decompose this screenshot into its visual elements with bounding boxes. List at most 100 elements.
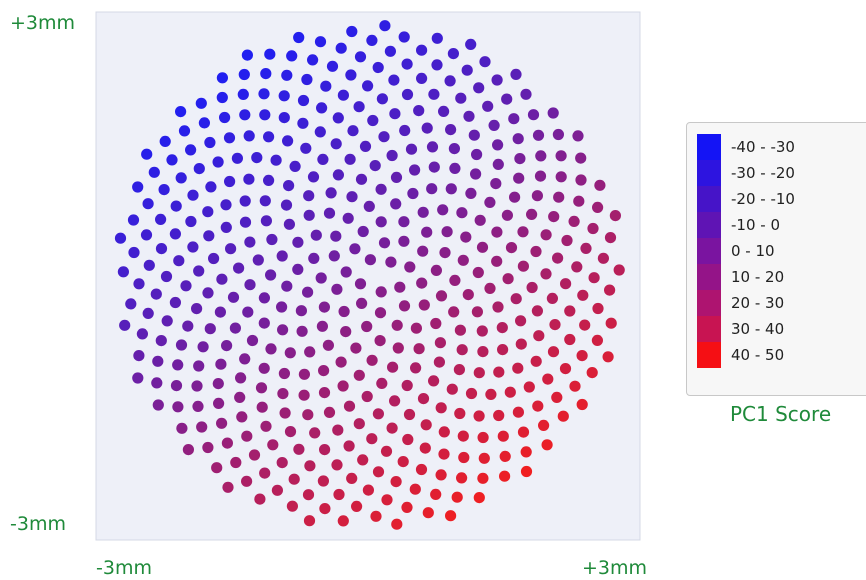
- data-point: [435, 402, 447, 414]
- data-point: [410, 322, 422, 334]
- data-point: [260, 215, 272, 227]
- data-point: [223, 132, 236, 144]
- data-point: [426, 141, 439, 153]
- data-point: [561, 234, 573, 247]
- data-point: [488, 119, 500, 131]
- data-point: [579, 319, 591, 331]
- data-point: [512, 362, 524, 374]
- data-point: [332, 169, 344, 181]
- data-point: [456, 344, 468, 356]
- data-point: [549, 319, 561, 331]
- legend-entry: 40 - 50: [697, 342, 866, 368]
- data-point: [332, 112, 344, 124]
- data-point: [282, 135, 294, 147]
- data-point: [263, 174, 275, 186]
- data-point: [241, 430, 253, 442]
- data-point: [213, 397, 225, 409]
- data-point: [366, 34, 378, 47]
- data-point: [499, 470, 511, 482]
- data-point: [277, 388, 289, 400]
- data-point: [317, 475, 329, 487]
- data-point: [258, 88, 270, 100]
- data-point: [276, 301, 288, 313]
- data-point: [468, 129, 480, 141]
- data-point: [439, 247, 451, 259]
- data-point: [573, 195, 585, 207]
- data-point: [204, 136, 216, 149]
- data-point: [569, 380, 581, 392]
- data-point: [530, 245, 542, 258]
- data-point: [304, 346, 316, 358]
- data-point: [416, 44, 428, 56]
- legend-label: 0 - 10: [731, 242, 775, 260]
- data-point: [491, 74, 503, 86]
- data-point: [332, 424, 344, 436]
- data-point: [592, 302, 604, 315]
- data-point: [413, 105, 425, 117]
- data-point: [445, 183, 457, 195]
- data-point: [340, 326, 352, 338]
- data-point: [353, 369, 365, 381]
- legend-swatch: [697, 160, 721, 186]
- data-point: [344, 153, 356, 165]
- data-point: [318, 301, 330, 313]
- data-point: [540, 268, 552, 280]
- data-point: [142, 307, 154, 319]
- data-point: [493, 366, 505, 378]
- data-point: [172, 359, 184, 371]
- data-point: [477, 472, 489, 484]
- data-point: [546, 292, 559, 304]
- data-point: [214, 306, 226, 318]
- data-point: [244, 236, 256, 248]
- legend-swatch: [697, 264, 721, 290]
- data-point: [527, 109, 540, 121]
- data-point: [302, 286, 314, 298]
- data-point: [286, 50, 298, 62]
- data-point: [222, 481, 234, 493]
- data-point: [297, 117, 309, 129]
- data-point: [502, 273, 514, 285]
- data-point: [441, 226, 453, 238]
- data-point: [465, 387, 478, 400]
- data-point: [555, 171, 567, 183]
- data-point: [547, 346, 560, 358]
- data-point: [283, 218, 295, 230]
- data-point: [158, 184, 170, 196]
- data-point: [205, 181, 217, 193]
- data-point: [473, 492, 485, 504]
- data-point: [180, 280, 192, 292]
- data-point: [430, 264, 442, 276]
- data-point: [416, 72, 428, 84]
- data-point: [430, 488, 442, 500]
- data-point: [504, 386, 516, 398]
- data-point: [605, 317, 617, 329]
- data-point: [195, 97, 207, 109]
- data-point: [456, 472, 468, 484]
- data-point: [557, 410, 569, 422]
- legend-swatch: [697, 212, 721, 238]
- legend-entry: 0 - 10: [697, 238, 866, 264]
- data-point: [374, 335, 386, 347]
- data-point: [375, 183, 387, 195]
- data-point: [428, 375, 440, 387]
- data-point: [564, 305, 576, 317]
- data-point: [531, 190, 544, 202]
- data-point: [454, 324, 466, 336]
- data-point: [302, 409, 314, 421]
- data-point: [295, 305, 307, 317]
- data-point: [176, 422, 188, 434]
- data-point: [202, 206, 214, 218]
- data-point: [552, 252, 564, 264]
- data-point: [178, 125, 191, 137]
- data-point: [239, 195, 251, 207]
- data-point: [591, 334, 604, 346]
- data-point: [314, 126, 326, 138]
- legend-entry: -30 - -20: [697, 160, 866, 186]
- data-point: [170, 200, 182, 212]
- data-point: [281, 280, 293, 292]
- data-point: [437, 204, 449, 216]
- data-point: [216, 417, 228, 429]
- data-point: [318, 365, 330, 377]
- data-point: [420, 419, 432, 431]
- data-point: [575, 174, 587, 186]
